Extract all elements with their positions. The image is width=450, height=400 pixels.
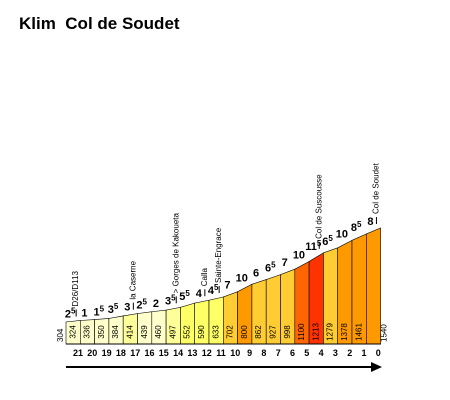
gradient-label-13: 6 <box>253 268 259 280</box>
altitude-label-18: 1213 <box>311 323 320 341</box>
km-label-13: 8 <box>261 348 266 358</box>
km-labels: 21 20 19 18 17 16 15 14 13 12 11 10 9 8 7 6 5 4 3 2 1 0 <box>73 348 381 358</box>
waypoint-label-4: Sainte-Engrace <box>214 227 223 283</box>
gradient-label-9: 4 <box>196 288 203 300</box>
km-label-5: 16 <box>144 348 154 358</box>
waypoint-label-5: Col de Suscousse <box>314 174 323 239</box>
km-label-2: 19 <box>102 348 112 358</box>
km-label-6: 15 <box>159 348 169 358</box>
altitude-label-0: 304 <box>56 328 65 342</box>
altitude-label-20: 1378 <box>340 323 349 341</box>
km-label-18: 3 <box>333 348 338 358</box>
altitude-label-7: 460 <box>154 325 163 339</box>
altitude-label-4: 384 <box>111 325 120 339</box>
gradient-label-6: 2 <box>153 298 159 310</box>
waypoint-label-3: Calla <box>200 267 209 286</box>
gradient-label-7: 35 <box>165 293 176 307</box>
km-label-16: 5 <box>304 348 309 358</box>
gradient-label-0: 25 <box>65 306 76 320</box>
gradient-label-19: 10 <box>336 228 348 240</box>
gradient-label-12: 10 <box>236 272 248 284</box>
km-label-12: 9 <box>247 348 252 358</box>
altitude-label-13: 800 <box>240 325 249 339</box>
gradient-label-15: 7 <box>282 257 288 269</box>
km-label-0: 21 <box>73 348 83 358</box>
gradient-label-20: 85 <box>351 220 362 234</box>
km-label-8: 13 <box>187 348 197 358</box>
altitude-label-2: 336 <box>83 325 92 339</box>
waypoint-label-0: D26/D113 <box>71 270 80 306</box>
profile-bars <box>65 227 381 345</box>
altitude-label-17: 1100 <box>297 323 306 341</box>
profile-segment-21 <box>365 227 381 345</box>
km-label-15: 6 <box>290 348 295 358</box>
km-label-9: 12 <box>202 348 212 358</box>
gradient-label-8: 55 <box>179 289 190 303</box>
km-label-7: 14 <box>173 348 183 358</box>
km-label-14: 7 <box>276 348 281 358</box>
altitude-label-21: 1461 <box>354 323 363 341</box>
km-label-21: 0 <box>376 348 381 358</box>
gradient-label-10: 45 <box>208 283 219 297</box>
gradient-label-21: 8 <box>367 216 373 228</box>
gradient-label-5: 25 <box>136 298 147 312</box>
gradient-label-14: 65 <box>265 261 276 275</box>
waypoint-label-6: Col de Soudet <box>372 163 381 214</box>
gradient-label-16: 10 <box>293 249 305 261</box>
chart-title: Klim Col de Soudet <box>19 14 180 33</box>
km-label-10: 11 <box>216 348 226 358</box>
gradient-label-18: 65 <box>322 234 333 248</box>
altitude-label-9: 552 <box>183 325 192 339</box>
km-label-4: 17 <box>130 348 140 358</box>
altitude-label-3: 350 <box>97 325 106 339</box>
altitude-label-8: 497 <box>168 325 177 339</box>
waypoint-labels: D26/D113 la Caserne > Gorges de Kakoueta Ca… <box>71 163 381 317</box>
altitude-label-10: 590 <box>197 325 206 339</box>
km-label-17: 4 <box>319 348 324 358</box>
altitude-label-6: 439 <box>140 325 149 339</box>
altitude-label-14: 862 <box>254 325 263 339</box>
altitude-label-22: 1540 <box>380 324 389 342</box>
gradient-label-11: 7 <box>224 280 230 292</box>
altitude-label-19: 1279 <box>326 323 335 341</box>
gradient-label-1: 1 <box>81 308 87 320</box>
altitude-label-15: 927 <box>268 325 277 339</box>
gradient-label-2: 15 <box>93 305 104 319</box>
altitude-label-12: 702 <box>226 325 235 339</box>
km-label-11: 10 <box>230 348 240 358</box>
altitude-label-1: 324 <box>68 325 77 339</box>
km-label-20: 1 <box>361 348 366 358</box>
gradient-label-4: 3 <box>124 302 130 314</box>
gradient-label-3: 35 <box>108 302 119 316</box>
altitude-labels: 304 324 336 350 384 414 439 460 497 552 590 633 702 8… <box>56 323 389 342</box>
altitude-label-5: 414 <box>125 325 134 339</box>
waypoint-label-2: > Gorges de Kakoueta <box>171 212 180 293</box>
waypoint-label-1: la Caserne <box>128 260 137 299</box>
km-label-1: 20 <box>87 348 97 358</box>
km-label-3: 18 <box>116 348 126 358</box>
direction-arrow-head <box>371 362 382 372</box>
altitude-label-11: 633 <box>211 325 220 339</box>
altitude-label-16: 998 <box>283 325 292 339</box>
km-label-19: 2 <box>347 348 352 358</box>
gradient-labels: 2511535325235554457106657101156510858 <box>65 216 374 320</box>
